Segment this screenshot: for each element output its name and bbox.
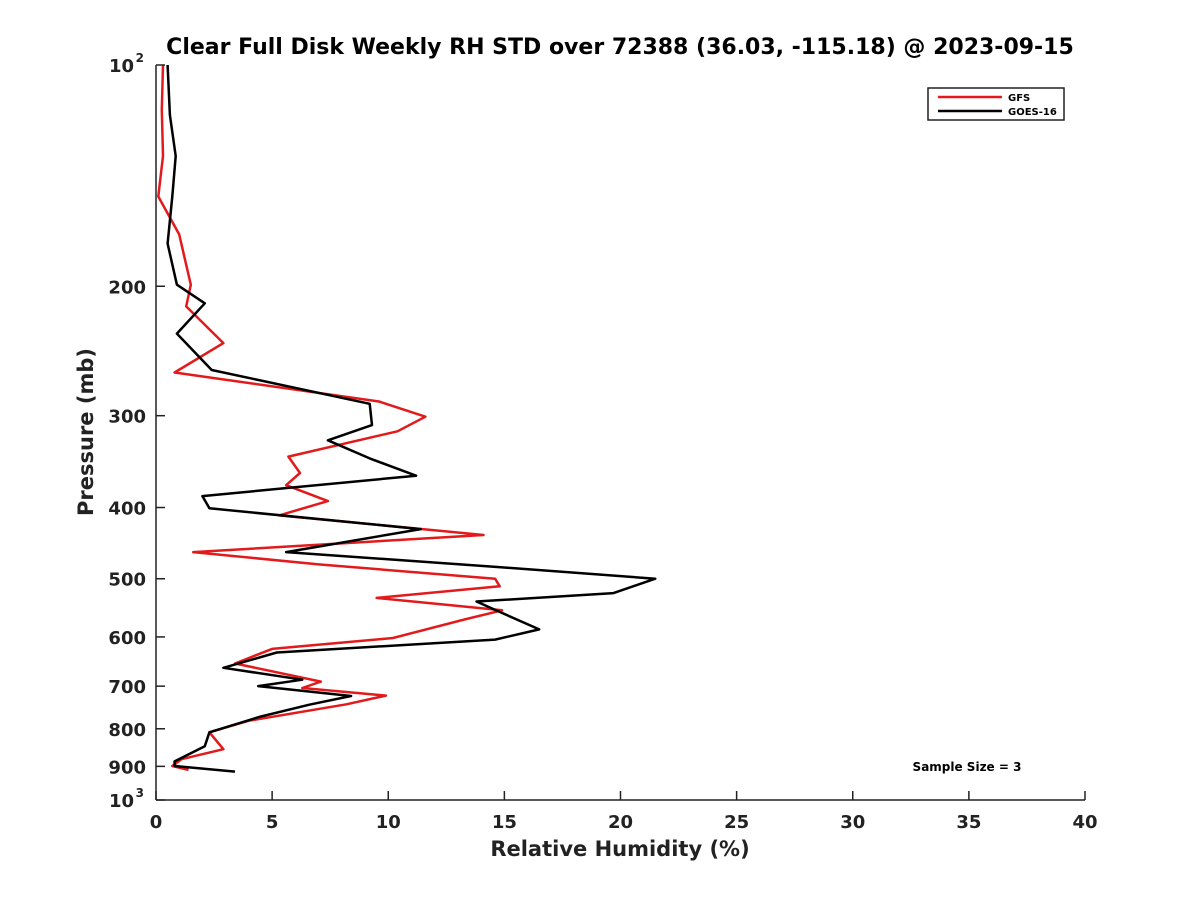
legend-box [927,87,1065,121]
y-tick-label: 700 [108,677,146,698]
x-tick-label: 5 [266,812,279,833]
y-tick-label: 400 [108,499,146,520]
x-axis-label: Relative Humidity (%) [490,837,749,861]
x-tick-label: 0 [150,812,163,833]
legend-label-goes-16: GOES-16 [1008,107,1057,118]
sample-size-annotation: Sample Size = 3 [913,760,1022,774]
y-tick-label: 10 3 [109,786,144,812]
y-axis-label: Pressure (mb) [74,348,98,516]
y-tick-label: 900 [108,757,146,778]
legend: GFS GOES-16 [927,87,1065,121]
x-tick-label: 15 [492,812,517,833]
series-layer [157,64,657,773]
series-line-gfs [157,64,504,772]
chart-title: Clear Full Disk Weekly RH STD over 72388… [166,35,1074,60]
x-tick-label: 10 [376,812,401,833]
y-tick-label: 10 2 [109,51,144,77]
y-tick-label-base: 10 [109,56,134,77]
y-tick-label: 600 [108,628,146,649]
y-tick-label-exponent: 3 [136,786,144,800]
x-tick-label: 20 [608,812,633,833]
legend-label-gfs: GFS [1008,93,1030,104]
y-tick-label: 500 [108,570,146,591]
x-tick-label: 30 [840,812,865,833]
y-tick-label: 300 [108,407,146,428]
y-tick-label: 800 [108,720,146,741]
y-tick-label-exponent: 2 [136,51,144,65]
x-tick-label: 40 [1072,812,1097,833]
y-tick-label-base: 10 [109,791,134,812]
x-tick-label: 25 [724,812,749,833]
y-tick-label: 200 [108,277,146,298]
x-tick-label: 35 [956,812,981,833]
series-line-goes-16 [166,64,657,773]
